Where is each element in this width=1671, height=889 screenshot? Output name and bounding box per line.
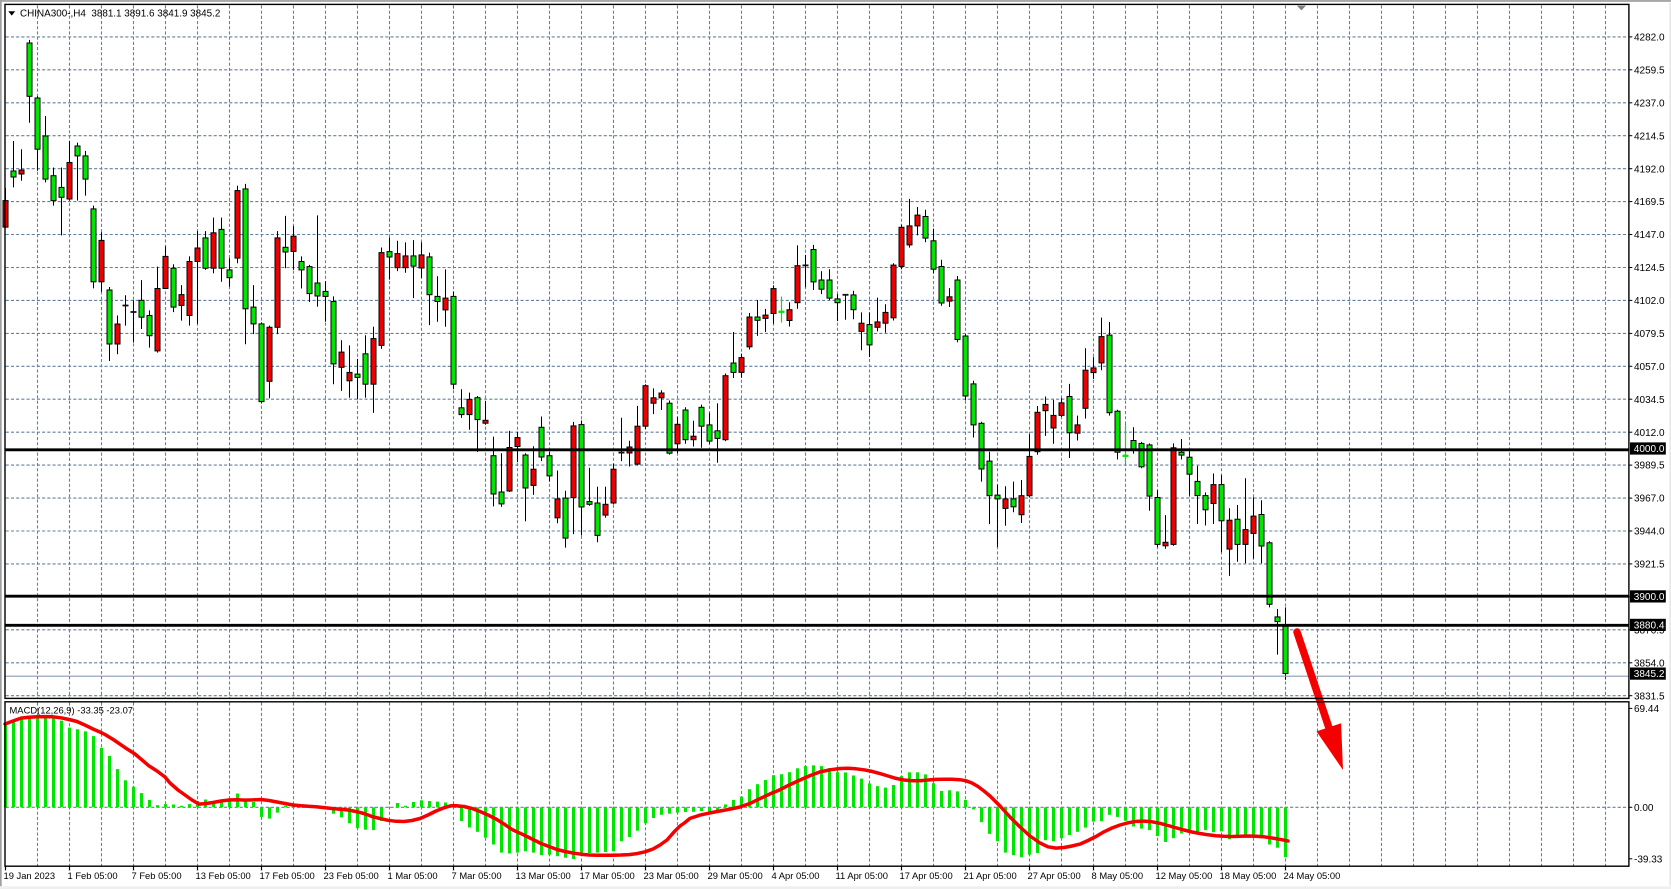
svg-text:27 Apr 05:00: 27 Apr 05:00 — [1028, 870, 1081, 881]
svg-text:23 Mar 05:00: 23 Mar 05:00 — [644, 870, 699, 881]
svg-text:12 May 05:00: 12 May 05:00 — [1156, 870, 1213, 881]
svg-text:69.44: 69.44 — [1634, 704, 1659, 715]
svg-text:4237.0: 4237.0 — [1634, 98, 1665, 109]
svg-text:21 Apr 05:00: 21 Apr 05:00 — [964, 870, 1017, 881]
svg-text:4012.0: 4012.0 — [1634, 428, 1665, 439]
svg-text:4147.0: 4147.0 — [1634, 230, 1665, 241]
svg-text:17 Feb 05:00: 17 Feb 05:00 — [260, 870, 315, 881]
svg-text:24 May 05:00: 24 May 05:00 — [1284, 870, 1341, 881]
svg-text:3944.0: 3944.0 — [1634, 527, 1665, 538]
svg-text:4057.0: 4057.0 — [1634, 362, 1665, 373]
svg-text:3921.5: 3921.5 — [1634, 560, 1665, 571]
svg-text:MACD(12,26,9) -33.35 -23.07: MACD(12,26,9) -33.35 -23.07 — [10, 705, 134, 716]
svg-text:3831.5: 3831.5 — [1634, 691, 1665, 702]
svg-text:1 Mar 05:00: 1 Mar 05:00 — [388, 870, 438, 881]
svg-text:3967.0: 3967.0 — [1634, 494, 1665, 505]
svg-text:3900.0: 3900.0 — [1634, 592, 1665, 603]
svg-text:13 Mar 05:00: 13 Mar 05:00 — [516, 870, 571, 881]
svg-text:7 Feb 05:00: 7 Feb 05:00 — [132, 870, 182, 881]
svg-text:4079.5: 4079.5 — [1634, 329, 1665, 340]
svg-text:19 Jan 2023: 19 Jan 2023 — [4, 870, 56, 881]
svg-text:3989.5: 3989.5 — [1634, 461, 1665, 472]
svg-text:4282.0: 4282.0 — [1634, 33, 1665, 44]
svg-text:4102.0: 4102.0 — [1634, 296, 1665, 307]
svg-text:17 Apr 05:00: 17 Apr 05:00 — [900, 870, 953, 881]
svg-text:3854.0: 3854.0 — [1634, 658, 1665, 669]
svg-text:1 Feb 05:00: 1 Feb 05:00 — [68, 870, 118, 881]
svg-text:23 Feb 05:00: 23 Feb 05:00 — [324, 870, 379, 881]
svg-text:4 Apr 05:00: 4 Apr 05:00 — [772, 870, 820, 881]
svg-text:4034.5: 4034.5 — [1634, 395, 1665, 406]
svg-text:8 May 05:00: 8 May 05:00 — [1092, 870, 1144, 881]
svg-text:-39.33: -39.33 — [1634, 854, 1663, 865]
svg-text:4000.0: 4000.0 — [1634, 444, 1665, 455]
svg-text:17 Mar 05:00: 17 Mar 05:00 — [580, 870, 635, 881]
svg-text:4169.5: 4169.5 — [1634, 197, 1665, 208]
svg-text:7 Mar 05:00: 7 Mar 05:00 — [452, 870, 502, 881]
svg-text:11 Apr 05:00: 11 Apr 05:00 — [836, 870, 888, 881]
svg-text:4124.5: 4124.5 — [1634, 263, 1665, 274]
svg-text:4214.5: 4214.5 — [1634, 131, 1665, 142]
svg-text:3880.4: 3880.4 — [1634, 620, 1665, 631]
svg-text:4259.5: 4259.5 — [1634, 65, 1665, 76]
svg-text:4192.0: 4192.0 — [1634, 164, 1665, 175]
svg-text:CHINA300-,H4 3881.1 3891.6 38: CHINA300-,H4 3881.1 3891.6 3841.9 3845.2 — [20, 8, 220, 19]
svg-text:0.00: 0.00 — [1634, 803, 1654, 814]
svg-text:3845.2: 3845.2 — [1634, 669, 1665, 680]
svg-text:29 Mar 05:00: 29 Mar 05:00 — [708, 870, 763, 881]
svg-text:13 Feb 05:00: 13 Feb 05:00 — [196, 870, 251, 881]
svg-text:18 May 05:00: 18 May 05:00 — [1220, 870, 1277, 881]
